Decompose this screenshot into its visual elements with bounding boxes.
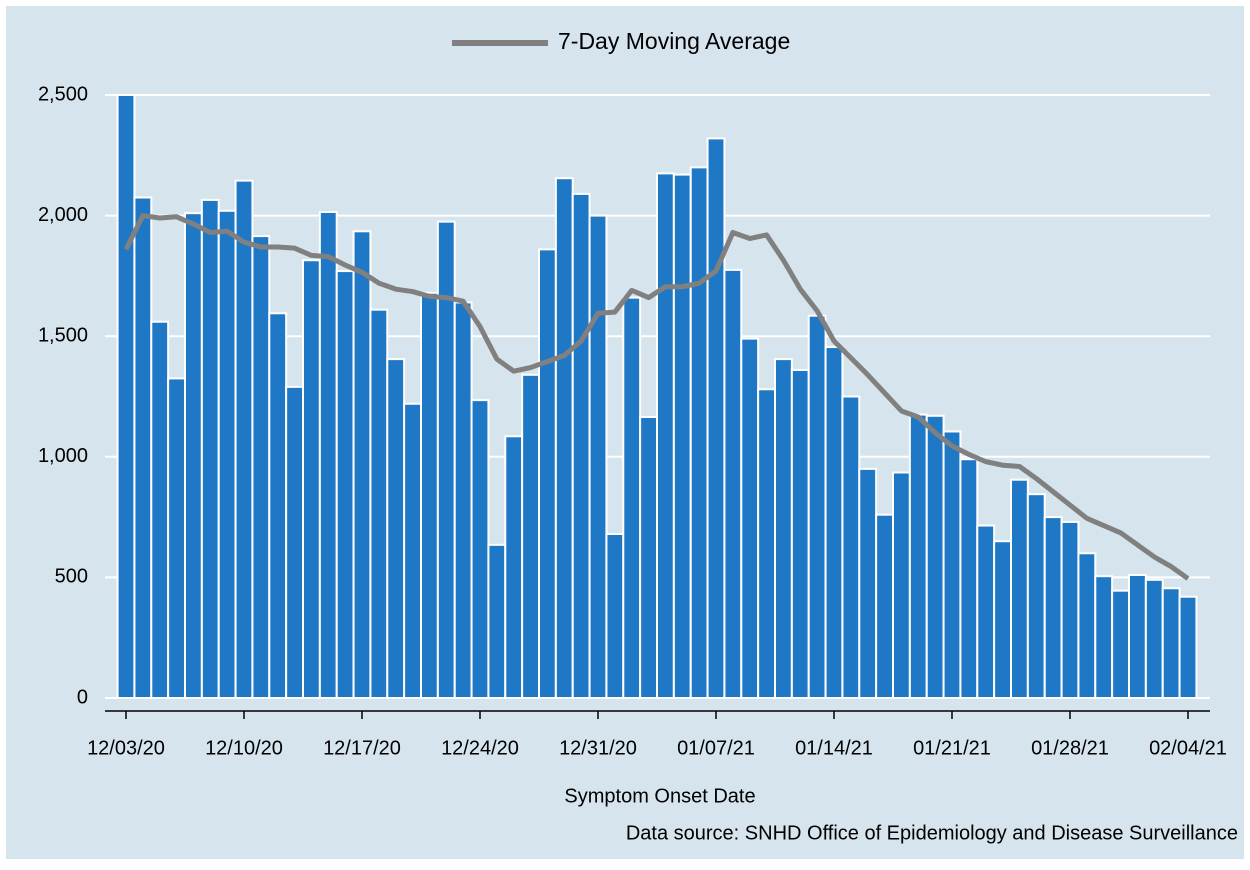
- x-tick-label: 01/14/21: [795, 737, 873, 759]
- x-axis-label: Symptom Onset Date: [564, 785, 755, 807]
- bar: [790, 368, 810, 699]
- bar: [1026, 493, 1046, 699]
- bar: [453, 301, 473, 699]
- bar: [268, 312, 288, 699]
- x-tick-label: 01/21/21: [913, 737, 991, 759]
- bar: [1178, 595, 1198, 699]
- bar: [167, 377, 186, 699]
- bar: [386, 358, 406, 699]
- bar: [723, 268, 743, 699]
- bar: [689, 166, 709, 700]
- bar: [200, 198, 220, 699]
- y-tick-label: 1,000: [38, 445, 88, 467]
- bar: [656, 172, 675, 699]
- bar: [672, 173, 692, 699]
- y-tick-label: 2,500: [38, 83, 88, 105]
- bar: [858, 467, 878, 699]
- bar: [959, 458, 979, 699]
- bar: [487, 543, 507, 700]
- x-tick-label: 12/17/20: [323, 737, 401, 759]
- bar: [470, 399, 490, 699]
- bar: [976, 524, 996, 699]
- x-tick-label: 12/31/20: [559, 737, 637, 759]
- x-tick-label: 12/03/20: [87, 737, 165, 759]
- bar: [1010, 478, 1029, 699]
- bar: [403, 402, 422, 699]
- bar: [1111, 589, 1130, 700]
- bar: [1161, 587, 1181, 700]
- y-tick-label: 500: [55, 566, 88, 588]
- bar: [436, 220, 456, 699]
- x-tick-label: 12/10/20: [205, 737, 283, 759]
- bar: [285, 385, 304, 699]
- bar: [116, 94, 136, 699]
- x-tick-label: 01/07/21: [677, 737, 755, 759]
- bar: [605, 532, 625, 700]
- bar: [150, 320, 170, 699]
- y-tick-label: 1,500: [38, 324, 88, 346]
- bar: [1128, 573, 1147, 699]
- bar: [639, 416, 659, 699]
- bar: [369, 308, 389, 699]
- bar: [1060, 520, 1080, 700]
- bar: [942, 430, 962, 699]
- bar: [571, 192, 591, 699]
- x-tick-label: 02/04/21: [1149, 737, 1227, 759]
- bar: [217, 209, 237, 699]
- bar: [184, 212, 203, 700]
- x-tick-label: 01/28/21: [1031, 737, 1109, 759]
- bar: [824, 346, 844, 699]
- source-note: Data source: SNHD Office of Epidemiology…: [626, 822, 1238, 844]
- bar: [841, 395, 861, 699]
- moving-average-line: [123, 213, 1190, 581]
- bar: [133, 196, 153, 699]
- bar: [251, 235, 271, 700]
- bar: [588, 214, 608, 699]
- bar: [420, 291, 439, 699]
- x-tick-label: 12/24/20: [441, 737, 519, 759]
- bar: [622, 296, 642, 699]
- legend-label: 7-Day Moving Average: [558, 28, 790, 54]
- bar: [908, 413, 928, 699]
- y-tick-label: 2,000: [38, 204, 88, 226]
- bar: [352, 230, 372, 699]
- y-tick-label: 0: [77, 686, 88, 708]
- bar: [318, 210, 338, 699]
- bar: [925, 414, 945, 699]
- bar: [504, 435, 524, 699]
- bar: [538, 248, 557, 699]
- bar: [554, 177, 574, 700]
- bar: [521, 373, 541, 699]
- bar: [892, 471, 911, 699]
- bar: [1043, 516, 1063, 699]
- bar: [1094, 575, 1114, 699]
- bar: [993, 540, 1013, 699]
- bar: [335, 270, 355, 699]
- bar: [757, 388, 777, 699]
- bar: [774, 358, 793, 699]
- bar: [234, 179, 254, 700]
- bar: [1077, 552, 1097, 700]
- bar: [807, 314, 827, 699]
- bar: [875, 513, 895, 699]
- bar: [706, 137, 726, 699]
- bar: [302, 259, 321, 699]
- bar: [740, 337, 760, 699]
- bar: [1144, 578, 1164, 700]
